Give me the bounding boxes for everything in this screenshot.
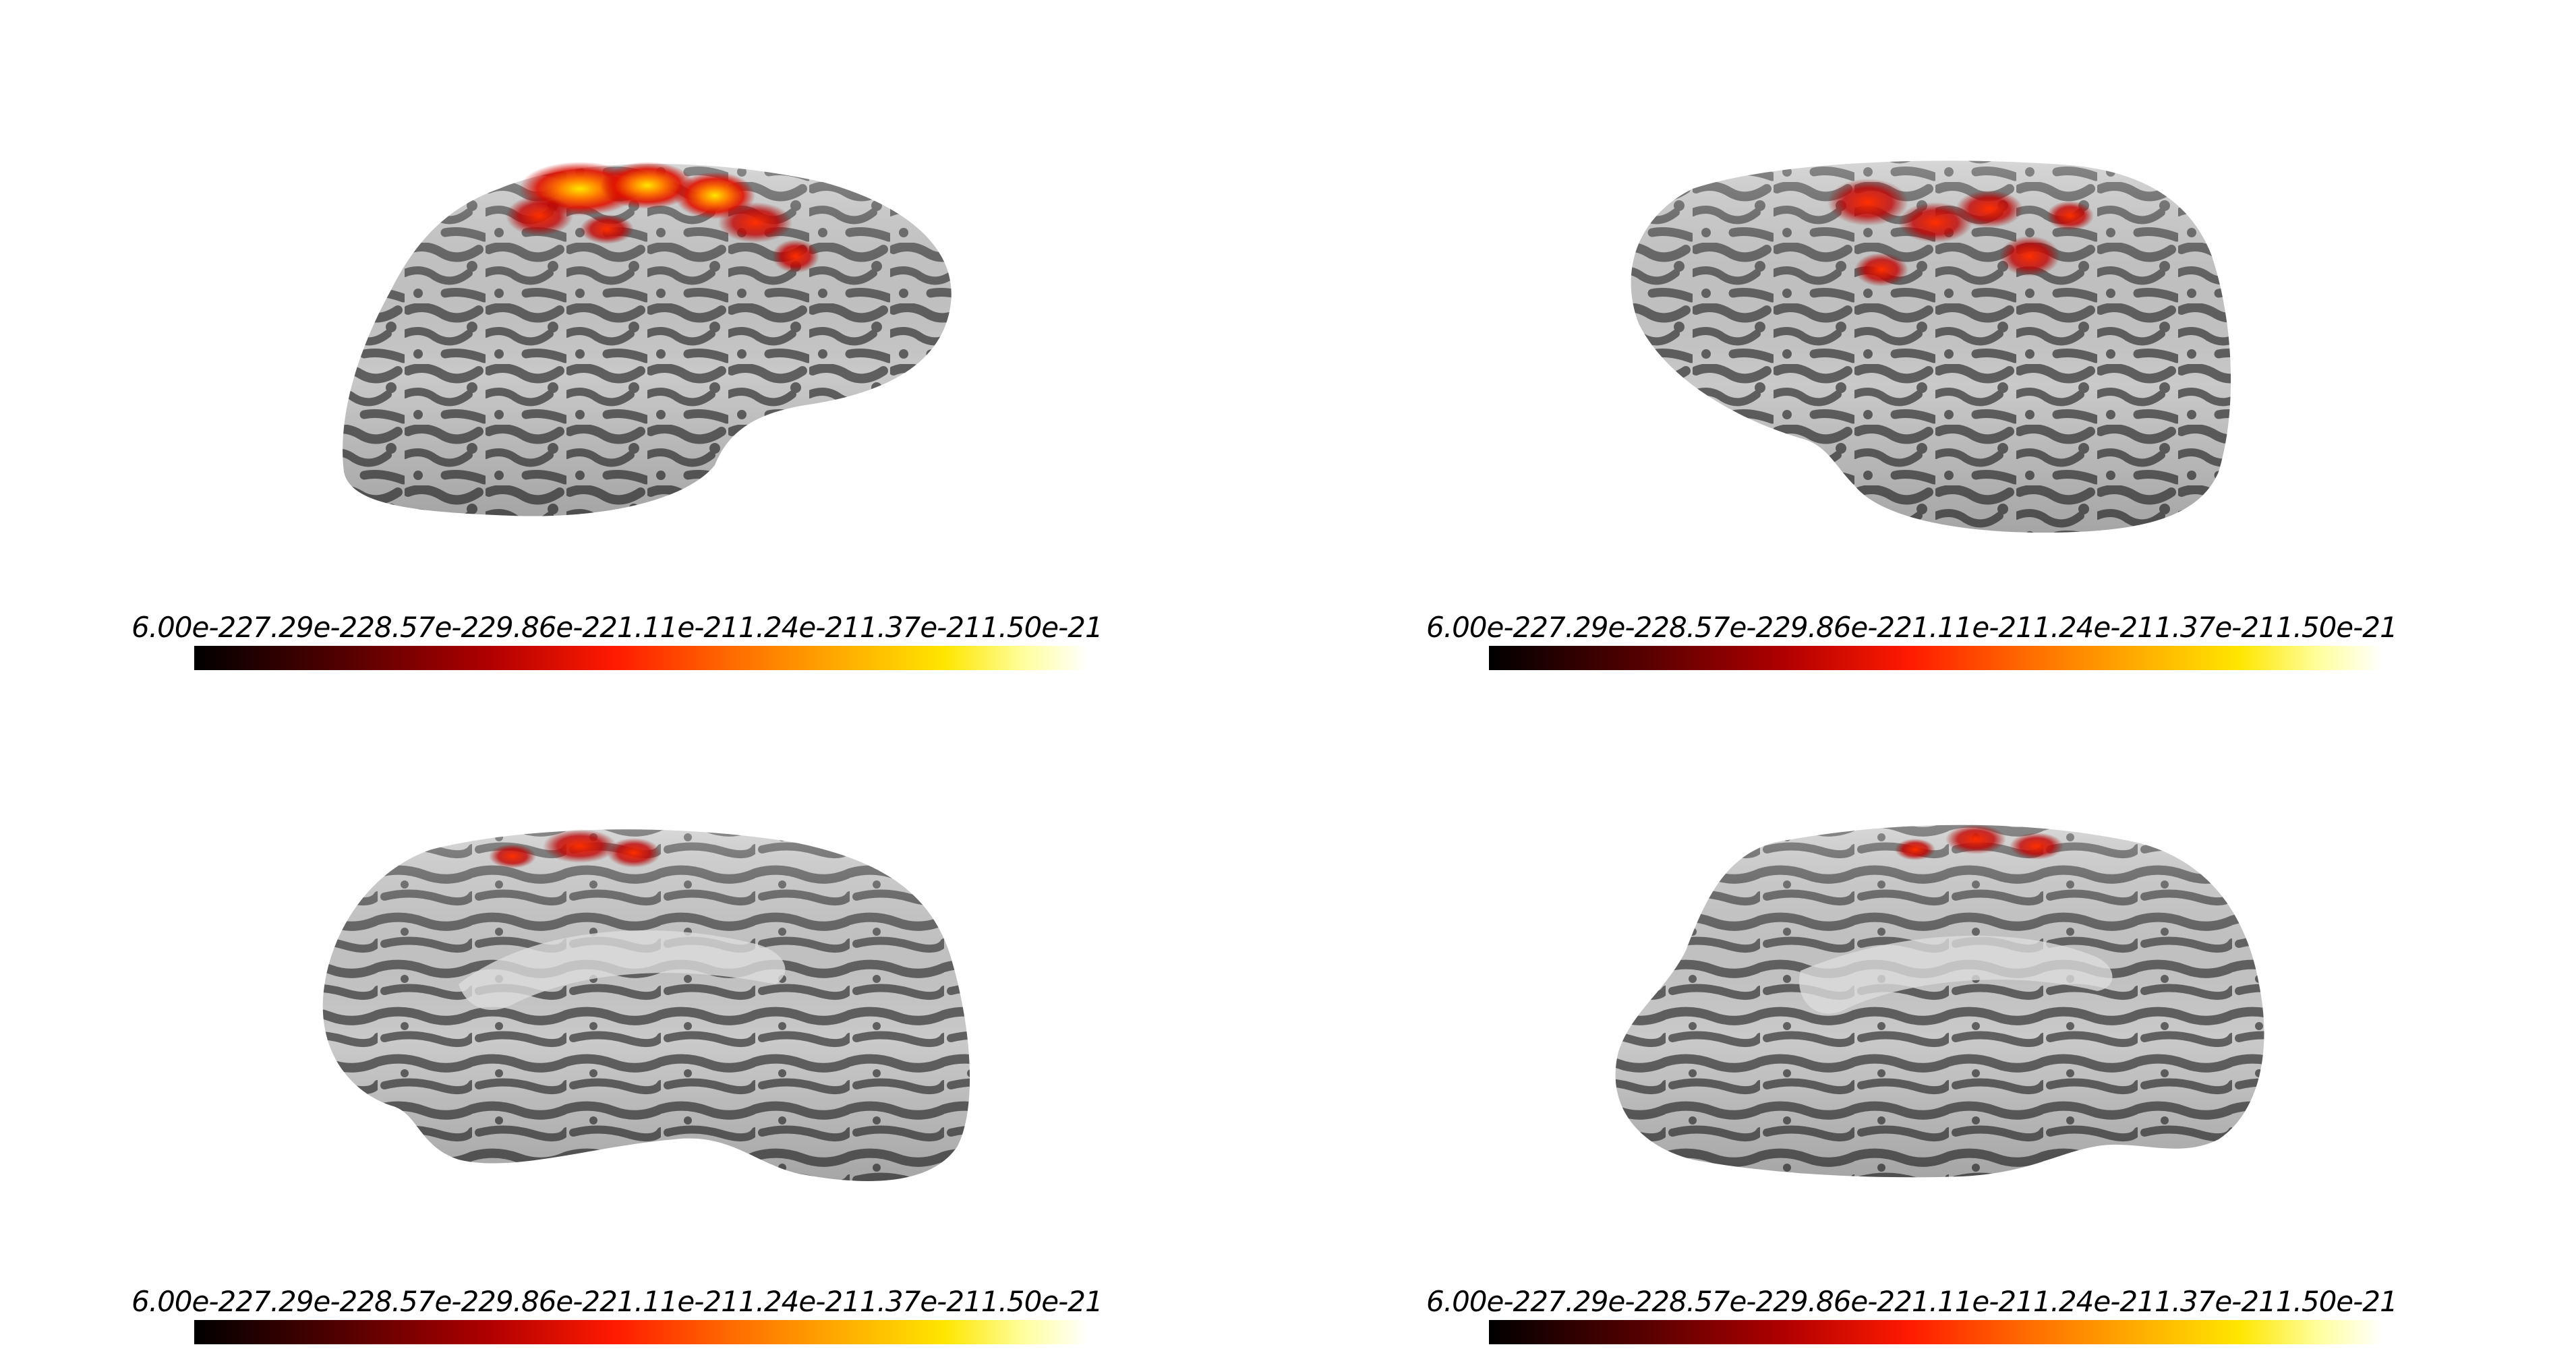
colorbar-tick: 1.11e-21 [616,1285,739,1318]
brain-surface-right-lateral [1631,160,2231,533]
brain-surface-left-medial [322,829,970,1181]
view-right-medial: 6.00e-227.29e-228.57e-229.86e-221.11e-21… [1288,674,2576,1348]
colorbar-tick: 1.50e-21 [980,1285,1103,1318]
colorbar-tick: 1.37e-21 [859,1285,982,1318]
activation-cluster [506,162,819,273]
view-left-medial: 6.00e-227.29e-228.57e-229.86e-221.11e-21… [0,674,1288,1348]
colorbar-tick: 1.50e-21 [2275,611,2398,644]
view-right-lateral: 6.00e-227.29e-228.57e-229.86e-221.11e-21… [1288,0,2576,674]
colorbar [194,646,1088,670]
activation-cluster [1827,179,2094,287]
colorbar-tick: 7.29e-22 [1547,611,1670,644]
colorbar-tick: 7.29e-22 [1547,1285,1670,1318]
colorbar-tick: 1.50e-21 [2275,1285,2398,1318]
colorbar-tick: 9.86e-22 [1790,611,1912,644]
colorbar-tick-labels: 6.00e-227.29e-228.57e-229.86e-221.11e-21… [1426,611,2398,644]
colorbar-tick: 1.11e-21 [1911,611,2034,644]
brain-surface-left-lateral [343,162,952,516]
colorbar-tick: 1.37e-21 [2154,611,2277,644]
colorbar-tick: 8.57e-22 [374,611,496,644]
colorbar-tick: 9.86e-22 [495,611,618,644]
colorbar-tick-labels: 6.00e-227.29e-228.57e-229.86e-221.11e-21… [1426,1285,2398,1318]
colorbar-tick: 1.24e-21 [738,1285,860,1318]
colorbar [1489,1320,2382,1344]
colorbar-tick: 8.57e-22 [1668,611,1791,644]
colorbar [1489,646,2382,670]
colorbar-tick: 1.37e-21 [859,611,982,644]
colorbar-tick: 1.50e-21 [980,611,1103,644]
colorbar-tick: 6.00e-22 [131,1285,254,1318]
colorbar-tick: 6.00e-22 [1426,611,1548,644]
colorbar-tick: 1.37e-21 [2154,1285,2277,1318]
colorbar-tick-labels: 6.00e-227.29e-228.57e-229.86e-221.11e-21… [131,1288,1103,1316]
colorbar-tick: 9.86e-22 [495,1285,618,1318]
colorbar-tick: 6.00e-22 [1426,1285,1548,1318]
brain-surface-right-medial [1615,825,2264,1178]
colorbar-tick-labels: 6.00e-227.29e-228.57e-229.86e-221.11e-21… [131,613,1103,642]
colorbar-tick: 1.24e-21 [2032,611,2155,644]
activation-cluster [489,829,661,868]
colorbar [194,1320,1088,1344]
colorbar-tick: 7.29e-22 [252,611,375,644]
colorbar-tick: 8.57e-22 [374,1285,496,1318]
colorbar-tick: 1.24e-21 [2032,1285,2155,1318]
view-left-lateral: 6.00e-227.29e-228.57e-229.86e-221.11e-21… [0,0,1288,674]
activation-cluster [1895,825,2063,860]
colorbar-tick: 6.00e-22 [131,611,254,644]
colorbar-tick: 1.24e-21 [738,611,860,644]
colorbar-tick: 9.86e-22 [1790,1285,1912,1318]
colorbar-tick: 1.11e-21 [1911,1285,2034,1318]
colorbar-tick: 7.29e-22 [252,1285,375,1318]
colorbar-tick: 1.11e-21 [616,611,739,644]
colorbar-tick: 8.57e-22 [1668,1285,1791,1318]
